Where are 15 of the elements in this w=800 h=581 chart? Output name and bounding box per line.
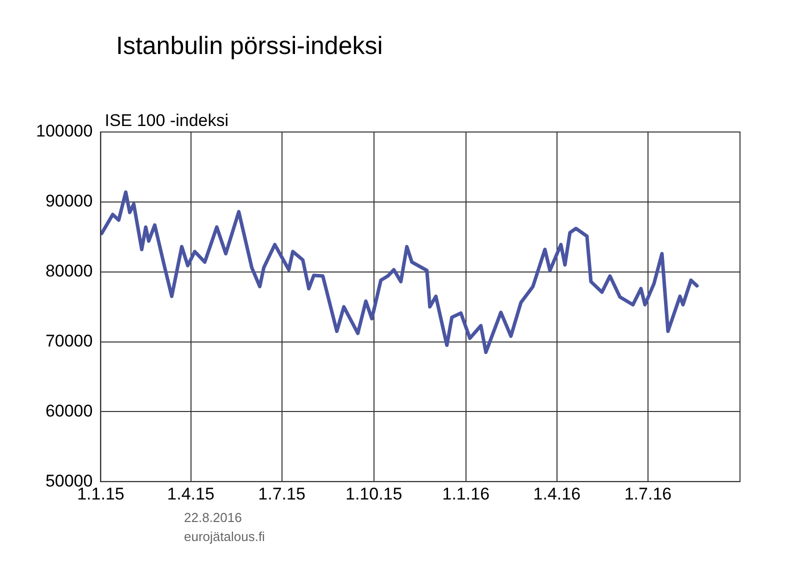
x-tick-label: 1.1.16: [442, 484, 490, 504]
x-tick-label: 1.4.15: [167, 484, 214, 504]
x-tick-label: 1.7.15: [258, 484, 306, 504]
text: eurojätalous.fi: [184, 528, 266, 546]
y-tick-label: 80000: [45, 262, 93, 281]
x-tick-label: 1.10.15: [345, 484, 402, 504]
y-tick-label: 70000: [45, 331, 93, 350]
y-axis-title: ISE 100 -indeksi: [104, 111, 229, 130]
text: 22.8.2016: [184, 509, 243, 527]
y-tick-label: 90000: [45, 192, 93, 211]
y-tick-label: 100000: [36, 122, 93, 141]
chart-title: Istanbulin pörssi-indeksi: [116, 32, 383, 60]
x-tick-label: 1.4.16: [533, 484, 581, 504]
y-tick-label: 60000: [45, 401, 93, 420]
x-tick-label: 1.7.16: [624, 484, 672, 504]
